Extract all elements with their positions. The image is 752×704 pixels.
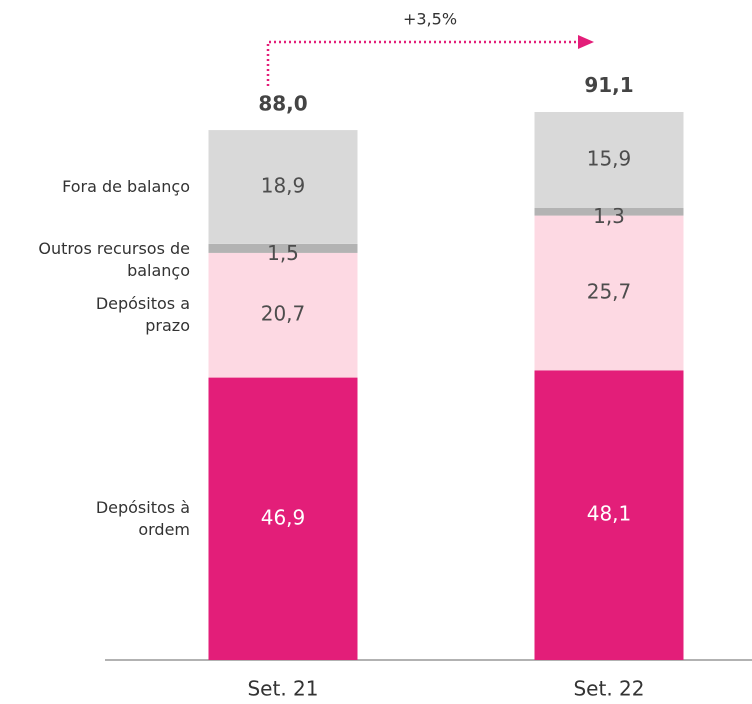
bar-segment bbox=[534, 215, 684, 371]
total-label: 91,1 bbox=[584, 73, 633, 97]
annotation: +3,5% bbox=[403, 10, 457, 29]
bar-segment bbox=[208, 377, 358, 660]
total-label: 88,0 bbox=[258, 92, 307, 116]
value-label: 15,9 bbox=[587, 146, 632, 170]
growth-arrow bbox=[266, 40, 580, 86]
legend-label: Fora de balanço bbox=[62, 176, 190, 196]
bar-segment bbox=[534, 370, 684, 660]
x-tick-label: Set. 21 bbox=[247, 677, 318, 701]
bar-segment bbox=[208, 243, 358, 253]
value-label: 25,7 bbox=[587, 279, 632, 303]
bar-segment bbox=[534, 207, 684, 216]
arrow-head bbox=[578, 35, 594, 49]
bar-segment bbox=[208, 252, 358, 378]
value-label: 20,7 bbox=[261, 302, 306, 326]
legend-label: Depósitos a prazo bbox=[95, 294, 190, 336]
bar-segment bbox=[534, 112, 684, 208]
legend-label: Outros recursos de balanço bbox=[38, 239, 190, 281]
x-tick-label: Set. 22 bbox=[573, 677, 644, 701]
value-label: 48,1 bbox=[587, 502, 632, 526]
value-label: 1,5 bbox=[267, 241, 299, 265]
legend-label: Depósitos à ordem bbox=[95, 497, 190, 539]
value-label: 46,9 bbox=[261, 505, 306, 529]
value-label: 1,3 bbox=[593, 204, 625, 228]
bar-segment bbox=[208, 130, 358, 244]
value-label: 18,9 bbox=[261, 173, 306, 197]
